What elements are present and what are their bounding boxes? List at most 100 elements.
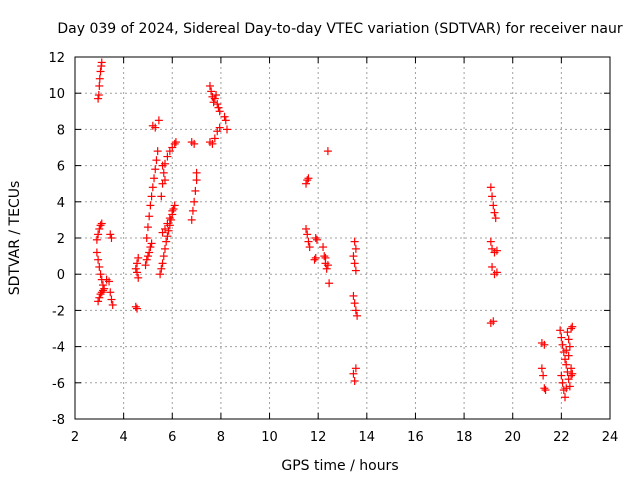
data-point	[97, 288, 106, 297]
data-point	[107, 295, 116, 304]
data-point	[564, 335, 573, 344]
x-tick-label: 4	[119, 430, 127, 445]
data-point	[147, 239, 156, 248]
data-point	[151, 123, 160, 132]
data-point	[562, 360, 571, 369]
data-point	[540, 340, 549, 349]
data-point	[488, 192, 497, 201]
data-point	[215, 123, 224, 132]
y-tick-label: 10	[48, 87, 65, 102]
data-point	[305, 243, 314, 252]
data-point	[222, 125, 231, 134]
data-point	[537, 364, 546, 373]
data-point	[303, 176, 312, 185]
data-point	[568, 369, 577, 378]
data-point	[319, 243, 328, 252]
data-point	[323, 261, 332, 270]
data-point	[541, 386, 550, 395]
data-point	[353, 311, 362, 320]
x-tick-label: 8	[217, 430, 225, 445]
x-tick-label: 16	[407, 430, 424, 445]
y-tick-label: -4	[52, 341, 65, 356]
data-point	[146, 201, 155, 210]
data-point	[92, 248, 101, 257]
data-point	[192, 176, 201, 185]
data-point	[96, 270, 105, 279]
x-axis-label: GPS time / hours	[281, 458, 398, 474]
x-tick-label: 24	[602, 430, 619, 445]
data-point	[151, 165, 160, 174]
data-point	[159, 168, 168, 177]
data-point	[94, 255, 103, 264]
data-point	[143, 223, 152, 232]
data-point	[160, 176, 169, 185]
data-point	[322, 264, 331, 273]
data-point	[171, 138, 180, 147]
data-point	[214, 103, 223, 112]
x-tick-label: 10	[261, 430, 278, 445]
data-point	[567, 324, 576, 333]
data-point	[350, 376, 359, 385]
data-point	[106, 288, 115, 297]
data-point	[562, 384, 571, 393]
grid	[75, 57, 610, 419]
y-tick-label: 2	[57, 232, 65, 247]
data-point	[92, 235, 101, 244]
data-point	[95, 81, 104, 90]
data-point	[95, 74, 104, 83]
data-point	[302, 224, 311, 233]
data-point	[303, 230, 312, 239]
data-point	[312, 235, 321, 244]
data-point	[351, 266, 360, 275]
data-point	[170, 201, 179, 210]
data-point	[325, 279, 334, 288]
data-point	[562, 346, 571, 355]
y-tick-label: 6	[57, 160, 65, 175]
data-point	[310, 255, 319, 264]
data-point	[170, 139, 179, 148]
data-point	[492, 246, 501, 255]
data-point	[159, 252, 168, 261]
data-point	[556, 326, 565, 335]
data-point	[105, 277, 114, 286]
data-point	[94, 91, 103, 100]
data-point	[134, 253, 143, 262]
data-point	[190, 197, 199, 206]
data-point	[142, 255, 151, 264]
data-point	[561, 393, 570, 402]
data-point	[350, 237, 359, 246]
x-tick-label: 6	[168, 430, 176, 445]
x-tick-label: 22	[553, 430, 570, 445]
data-point	[107, 234, 116, 242]
data-point	[304, 174, 313, 183]
data-point	[351, 306, 360, 315]
data-point	[167, 215, 176, 224]
data-point	[220, 112, 229, 121]
data-point	[349, 369, 358, 378]
data-point	[192, 168, 201, 177]
data-point	[557, 371, 566, 380]
data-point	[153, 147, 162, 156]
data-point	[133, 259, 142, 268]
data-point	[221, 116, 230, 125]
data-point	[134, 273, 143, 282]
data-point	[150, 174, 159, 183]
data-point	[351, 364, 360, 373]
data-point	[148, 183, 157, 192]
data-point	[213, 100, 222, 109]
y-tick-label: 8	[57, 123, 65, 138]
data-point	[96, 67, 105, 76]
data-point	[95, 262, 104, 271]
chart-title: Day 039 of 2024, Sidereal Day-to-day VTE…	[57, 21, 623, 37]
data-point	[210, 94, 219, 103]
data-point	[351, 244, 360, 253]
y-tick-label: 0	[57, 268, 65, 283]
data-point	[158, 259, 167, 268]
data-point	[311, 253, 320, 262]
data-point	[320, 252, 329, 261]
data-point	[567, 371, 576, 380]
x-tick-label: 2	[71, 430, 79, 445]
data-point	[106, 230, 115, 239]
